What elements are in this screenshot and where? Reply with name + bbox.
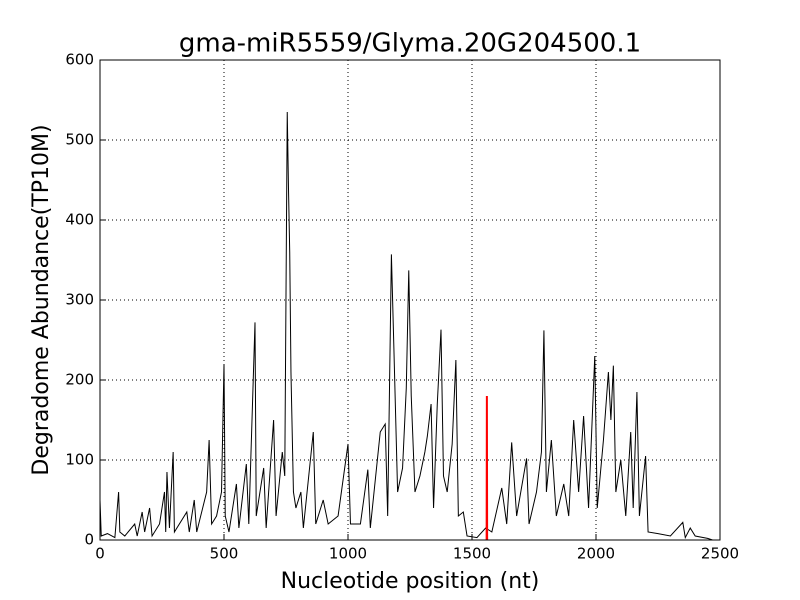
y-tick-label: 600: [65, 51, 94, 69]
x-tick-label: 2500: [701, 545, 739, 563]
chart-title: gma-miR5559/Glyma.20G204500.1: [179, 29, 641, 59]
y-axis-label: Degradome Abundance(TP10M): [29, 124, 54, 475]
y-tick-label: 400: [65, 211, 94, 229]
y-tick-label: 0: [84, 531, 94, 549]
plot-frame: [99, 59, 721, 541]
x-tick-label: 2000: [577, 545, 615, 563]
y-tick-label: 100: [65, 451, 94, 469]
series-line: [99, 111, 713, 541]
x-tick-label: 1500: [453, 545, 491, 563]
y-tick-label: 200: [65, 371, 94, 389]
y-tick-label: 300: [65, 291, 94, 309]
x-tick-label: 1000: [329, 545, 367, 563]
x-tick-label: 0: [95, 545, 105, 563]
x-tick-label: 500: [210, 545, 239, 563]
y-tick-label: 500: [65, 131, 94, 149]
x-axis-label: Nucleotide position (nt): [281, 569, 540, 594]
